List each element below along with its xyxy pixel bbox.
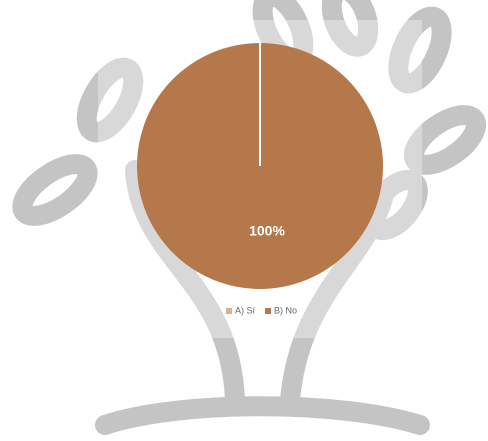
watermark-leaf: [76, 57, 144, 143]
legend-marker: [226, 308, 232, 314]
watermark-trunk: [125, 160, 245, 410]
data-label: 100%: [249, 223, 285, 239]
watermark-leaf: [403, 105, 487, 175]
watermark-trunk: [280, 180, 395, 410]
watermark-leaf: [388, 6, 452, 94]
legend-label: A) Sí: [235, 305, 256, 315]
watermark-leaf: [12, 154, 98, 226]
legend: A) Sí B) No: [226, 305, 297, 315]
watermark-trunk: [95, 396, 430, 435]
watermark: [12, 0, 487, 435]
pie: 100%: [137, 43, 383, 289]
legend-marker: [265, 308, 272, 314]
watermark-leaf: [321, 0, 379, 57]
legend-label: B) No: [274, 305, 297, 315]
